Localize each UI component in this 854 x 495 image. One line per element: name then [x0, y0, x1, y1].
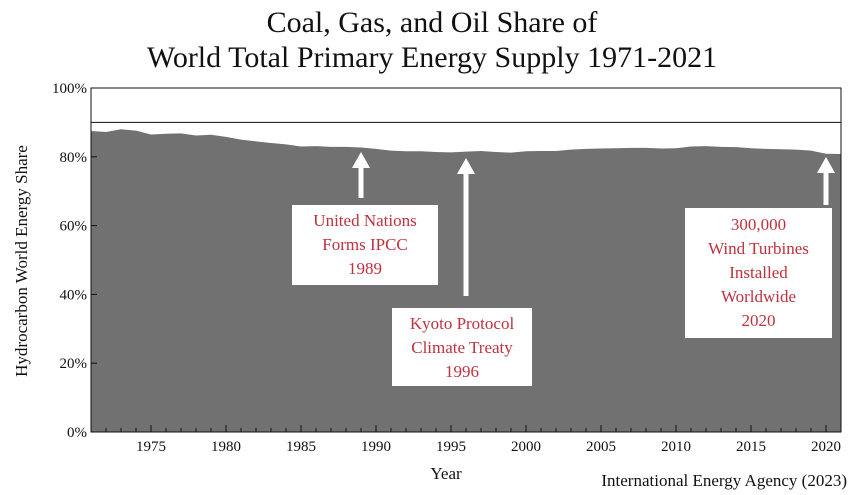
y-tick-label: 40% — [60, 287, 88, 303]
annotation-text: Climate Treaty — [411, 338, 513, 357]
x-tick-label: 1980 — [211, 439, 241, 455]
annotation-text: 300,000 — [731, 215, 786, 234]
x-axis-label: Year — [430, 464, 462, 483]
x-tick-label: 1985 — [286, 439, 316, 455]
source-note: International Energy Agency (2023) — [601, 471, 847, 490]
annotation-text: 1996 — [445, 362, 479, 381]
annotation-text: Installed — [729, 263, 788, 282]
y-tick-label: 60% — [60, 219, 88, 235]
x-tick-label: 2005 — [586, 439, 616, 455]
y-tick-label: 20% — [60, 356, 88, 372]
chart-title-line-1: Coal, Gas, and Oil Share of — [267, 6, 598, 39]
annotation-text: Forms IPCC — [322, 235, 408, 254]
x-tick-label: 1995 — [436, 439, 466, 455]
x-tick-label: 2020 — [811, 439, 841, 455]
y-tick-label: 80% — [60, 150, 88, 166]
annotation-text: 2020 — [742, 311, 776, 330]
y-tick-label: 100% — [52, 81, 87, 97]
annotation-text: United Nations — [313, 211, 416, 230]
annotation-text: Kyoto Protocol — [410, 314, 515, 333]
annotation-text: Worldwide — [721, 287, 796, 306]
y-axis: 0% 20% 40% 60% 80% 100% — [52, 81, 97, 441]
x-tick-label: 1990 — [361, 439, 391, 455]
annotation-text: Wind Turbines — [708, 239, 809, 258]
x-tick-label: 2000 — [511, 439, 541, 455]
x-tick-label: 1975 — [136, 439, 166, 455]
annotation-text: 1989 — [348, 259, 382, 278]
x-tick-label: 2015 — [736, 439, 766, 455]
x-tick-label: 2010 — [661, 439, 691, 455]
y-tick-label: 0% — [67, 425, 87, 441]
y-axis-label: Hydrocarbon World Energy Share — [12, 145, 31, 377]
chart-title-line-2: World Total Primary Energy Supply 1971-2… — [147, 41, 717, 74]
